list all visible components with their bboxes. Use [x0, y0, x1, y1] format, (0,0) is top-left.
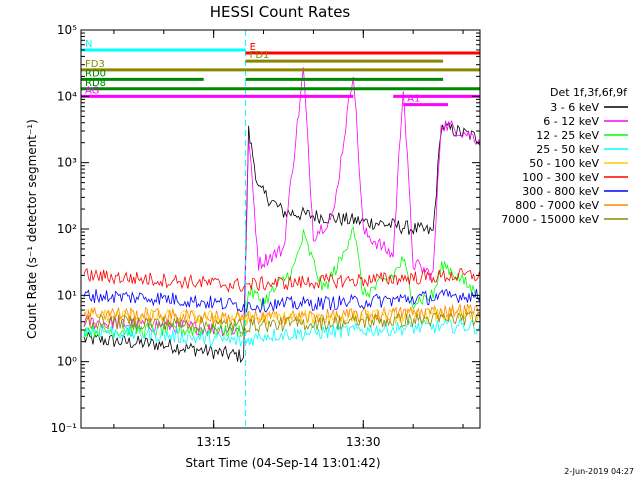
y-tick-label-6: 10⁵ [57, 23, 77, 37]
x-tick-label-0: 13:15 [196, 435, 231, 449]
legend-entry-label-7: 800 - 7000 keV [515, 199, 599, 212]
segment-label-n: N [85, 39, 92, 50]
legend-entry-label-5: 100 - 300 keV [522, 171, 599, 184]
chart-title: HESSI Count Rates [210, 3, 351, 21]
y-tick-label-5: 10⁴ [57, 89, 77, 103]
x-tick-label-1: 13:30 [346, 435, 381, 449]
legend-entry-label-4: 50 - 100 keV [529, 157, 599, 170]
footer-date: 2-Jun-2019 04:27 [564, 467, 634, 476]
segment-label-ag: AG [85, 85, 99, 96]
segment-label-fd3: FD3 [85, 59, 105, 70]
segment-label-rd0: RD0 [85, 68, 106, 79]
legend-entry-label-0: 3 - 6 keV [550, 101, 599, 114]
segment-label-e: E [250, 42, 256, 53]
segment-label-rd8: RD8 [85, 78, 106, 89]
legend-entry-label-3: 25 - 50 keV [536, 143, 599, 156]
y-tick-label-0: 10⁻¹ [51, 421, 78, 435]
legend-entry-label-8: 7000 - 15000 keV [501, 213, 599, 226]
y-axis-label: Count Rate (s⁻¹ detector segment⁻¹) [25, 119, 39, 339]
legend-entry-label-2: 12 - 25 keV [536, 129, 599, 142]
y-tick-label-2: 10¹ [57, 288, 77, 302]
segment-label-a1: A1 [407, 94, 420, 105]
x-axis-label: Start Time (04-Sep-14 13:01:42) [185, 456, 380, 470]
segment-label-fd1: FD1 [250, 50, 270, 61]
y-tick-label-3: 10² [57, 222, 77, 236]
y-tick-label-4: 10³ [57, 156, 77, 170]
series-line-1 [83, 67, 481, 338]
axes: 10⁻¹ 10⁰ 10¹ 10² 10³ 10⁴ 10⁵ 13:15 13:30 [51, 23, 480, 449]
legend-entry-label-1: 6 - 12 keV [543, 115, 599, 128]
legend-entry-label-6: 300 - 800 keV [522, 185, 599, 198]
legend-title: Det 1f,3f,6f,9f [550, 86, 628, 99]
y-tick-label-1: 10⁰ [57, 355, 77, 369]
